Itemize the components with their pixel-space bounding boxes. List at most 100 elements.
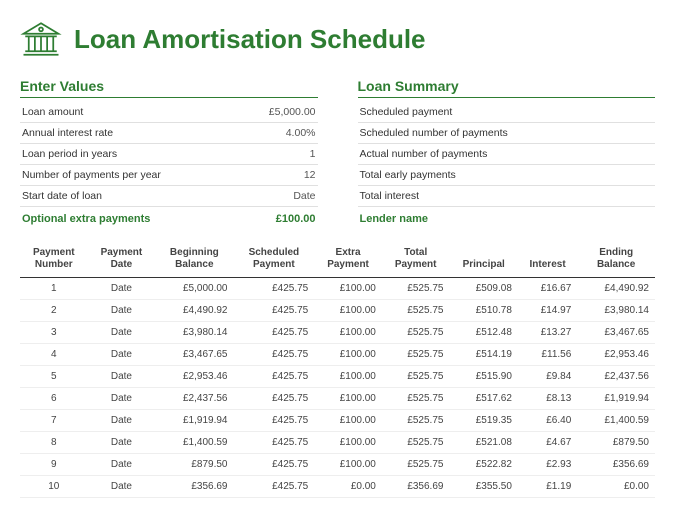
table-cell: £425.75 [233, 432, 314, 454]
table-column-header: TotalPayment [382, 241, 450, 278]
table-cell: 5 [20, 366, 88, 388]
page-title: Loan Amortisation Schedule [74, 24, 426, 55]
table-cell: £425.75 [233, 322, 314, 344]
table-cell: £100.00 [314, 278, 382, 300]
table-cell: £521.08 [449, 432, 517, 454]
table-column-header: PaymentDate [88, 241, 156, 278]
loan-summary-row: Total early payments [358, 165, 656, 186]
amortisation-table: PaymentNumberPaymentDateBeginningBalance… [20, 241, 655, 498]
loan-summary-row: Scheduled payment [358, 102, 656, 123]
enter-values-value: 4.00% [286, 127, 316, 139]
table-cell: £8.13 [518, 388, 577, 410]
table-cell: £525.75 [382, 454, 450, 476]
optional-extra-label: Optional extra payments [22, 213, 150, 225]
enter-values-value: 1 [310, 148, 316, 160]
table-cell: Date [88, 410, 156, 432]
table-cell: £3,980.14 [577, 300, 655, 322]
table-cell: £16.67 [518, 278, 577, 300]
enter-values-row: Loan period in years1 [20, 144, 318, 165]
table-header-row: PaymentNumberPaymentDateBeginningBalance… [20, 241, 655, 278]
table-cell: £14.97 [518, 300, 577, 322]
table-cell: Date [88, 476, 156, 498]
table-cell: £519.35 [449, 410, 517, 432]
table-cell: £1,919.94 [577, 388, 655, 410]
enter-values-panel: Enter Values Loan amount£5,000.00Annual … [20, 78, 318, 225]
table-cell: £100.00 [314, 454, 382, 476]
table-cell: £525.75 [382, 432, 450, 454]
table-cell: Date [88, 388, 156, 410]
table-cell: £425.75 [233, 300, 314, 322]
enter-values-row: Start date of loanDate [20, 186, 318, 207]
table-cell: £100.00 [314, 344, 382, 366]
table-cell: £425.75 [233, 476, 314, 498]
table-row: 5Date£2,953.46£425.75£100.00£525.75£515.… [20, 366, 655, 388]
table-cell: £525.75 [382, 388, 450, 410]
bank-icon [20, 18, 62, 60]
table-cell: £879.50 [155, 454, 233, 476]
enter-values-value: £5,000.00 [269, 106, 316, 118]
table-cell: £2,437.56 [155, 388, 233, 410]
table-cell: £2,953.46 [155, 366, 233, 388]
table-cell: £425.75 [233, 344, 314, 366]
table-cell: £100.00 [314, 322, 382, 344]
loan-summary-row: Scheduled number of payments [358, 123, 656, 144]
enter-values-label: Number of payments per year [22, 169, 161, 181]
table-cell: £4.67 [518, 432, 577, 454]
table-cell: 2 [20, 300, 88, 322]
table-cell: £356.69 [577, 454, 655, 476]
table-cell: £522.82 [449, 454, 517, 476]
table-cell: £509.08 [449, 278, 517, 300]
loan-summary-label: Total early payments [360, 169, 456, 181]
table-cell: 4 [20, 344, 88, 366]
table-cell: £525.75 [382, 300, 450, 322]
table-cell: £4,490.92 [155, 300, 233, 322]
optional-extra-value: £100.00 [276, 213, 316, 225]
table-cell: £2.93 [518, 454, 577, 476]
loan-summary-panel: Loan Summary Scheduled paymentScheduled … [358, 78, 656, 225]
table-cell: £510.78 [449, 300, 517, 322]
lender-name-row: Lender name [358, 207, 656, 225]
table-cell: £515.90 [449, 366, 517, 388]
table-cell: 7 [20, 410, 88, 432]
table-cell: £3,980.14 [155, 322, 233, 344]
table-cell: 9 [20, 454, 88, 476]
table-cell: Date [88, 366, 156, 388]
loan-summary-row: Total interest [358, 186, 656, 207]
table-cell: £100.00 [314, 432, 382, 454]
table-cell: £355.50 [449, 476, 517, 498]
table-cell: £6.40 [518, 410, 577, 432]
loan-summary-label: Scheduled number of payments [360, 127, 508, 139]
table-cell: £425.75 [233, 454, 314, 476]
table-cell: 3 [20, 322, 88, 344]
table-cell: £100.00 [314, 366, 382, 388]
table-cell: Date [88, 432, 156, 454]
loan-summary-label: Actual number of payments [360, 148, 488, 160]
table-cell: £1,400.59 [155, 432, 233, 454]
table-column-header: ExtraPayment [314, 241, 382, 278]
loan-summary-label: Total interest [360, 190, 420, 202]
table-column-header: EndingBalance [577, 241, 655, 278]
top-panels: Enter Values Loan amount£5,000.00Annual … [20, 78, 655, 225]
table-cell: Date [88, 278, 156, 300]
table-cell: Date [88, 300, 156, 322]
table-cell: Date [88, 344, 156, 366]
page-header: Loan Amortisation Schedule [20, 18, 655, 60]
table-cell: £11.56 [518, 344, 577, 366]
table-row: 7Date£1,919.94£425.75£100.00£525.75£519.… [20, 410, 655, 432]
table-cell: £514.19 [449, 344, 517, 366]
optional-extra-row: Optional extra payments £100.00 [20, 207, 318, 225]
enter-values-value: 12 [304, 169, 316, 181]
table-column-header: BeginningBalance [155, 241, 233, 278]
table-cell: Date [88, 454, 156, 476]
table-cell: £13.27 [518, 322, 577, 344]
enter-values-label: Annual interest rate [22, 127, 113, 139]
table-cell: £425.75 [233, 410, 314, 432]
table-row: 3Date£3,980.14£425.75£100.00£525.75£512.… [20, 322, 655, 344]
table-row: 8Date£1,400.59£425.75£100.00£525.75£521.… [20, 432, 655, 454]
table-row: 1Date£5,000.00£425.75£100.00£525.75£509.… [20, 278, 655, 300]
loan-summary-row: Actual number of payments [358, 144, 656, 165]
table-cell: £525.75 [382, 278, 450, 300]
table-column-header: Interest [518, 241, 577, 278]
table-cell: £425.75 [233, 278, 314, 300]
table-cell: £100.00 [314, 300, 382, 322]
